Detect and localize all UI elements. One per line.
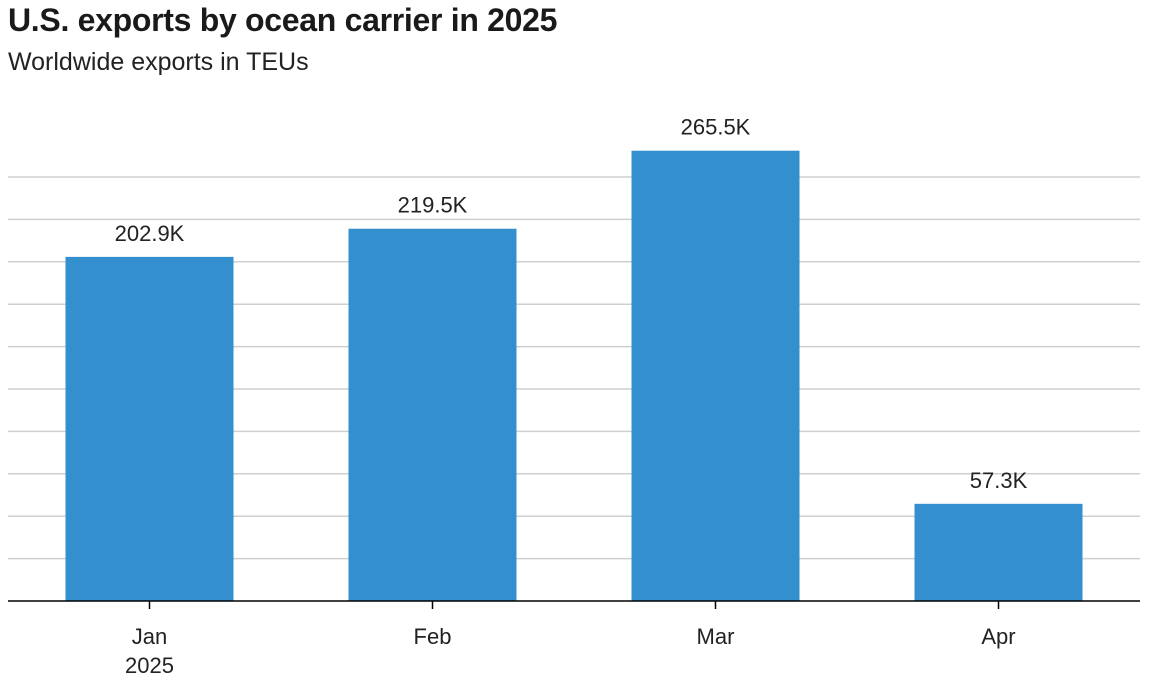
bar-value-label: 219.5K: [398, 193, 468, 218]
bar-apr: [914, 503, 1083, 601]
bar-value-label: 202.9K: [115, 221, 185, 246]
x-axis: Jan 2025 Feb Mar Apr: [8, 600, 1140, 678]
bars: 202.9K 219.5K 265.5K 57.3K: [65, 115, 1083, 601]
x-tick-label: Jan: [132, 624, 167, 649]
x-tick-label: Apr: [981, 624, 1015, 649]
bar-feb: [348, 228, 517, 601]
x-tick-label: Mar: [697, 624, 735, 649]
bar-value-label: 265.5K: [681, 115, 751, 140]
bar-value-label: 57.3K: [970, 468, 1028, 493]
bar-mar: [631, 150, 800, 601]
x-tick-sublabel: 2025: [125, 653, 174, 678]
x-tick-label: Feb: [414, 624, 452, 649]
chart-subtitle: Worldwide exports in TEUs: [8, 48, 309, 76]
chart-title: U.S. exports by ocean carrier in 2025: [8, 2, 558, 38]
bar-jan: [65, 256, 234, 601]
